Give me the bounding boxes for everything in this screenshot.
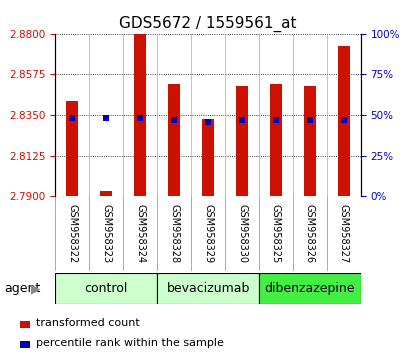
Bar: [258, 273, 360, 304]
Bar: [157, 273, 258, 304]
Point: [103, 115, 109, 121]
Point: [137, 115, 143, 121]
Text: dibenzazepine: dibenzazepine: [264, 282, 354, 295]
Point: [340, 117, 346, 123]
Text: GSM958324: GSM958324: [135, 204, 145, 263]
Point: [69, 115, 75, 121]
Bar: [100, 191, 112, 196]
Bar: [20, 321, 30, 329]
Point: [204, 119, 211, 124]
Point: [171, 117, 177, 123]
Bar: [55, 273, 157, 304]
Text: GSM958323: GSM958323: [101, 204, 111, 263]
Point: [238, 117, 245, 123]
Bar: [20, 341, 30, 348]
Text: control: control: [84, 282, 128, 295]
Text: GSM958329: GSM958329: [202, 204, 213, 263]
Bar: [66, 101, 78, 196]
Point: [272, 117, 279, 123]
Point: [306, 117, 312, 123]
Text: GSM958326: GSM958326: [304, 204, 314, 263]
Text: percentile rank within the sample: percentile rank within the sample: [36, 338, 223, 348]
Text: GSM958322: GSM958322: [67, 204, 77, 263]
Text: GSM958327: GSM958327: [338, 204, 348, 263]
Text: agent: agent: [4, 282, 40, 295]
Text: ▶: ▶: [31, 282, 40, 295]
Bar: [168, 84, 180, 196]
Bar: [303, 86, 315, 196]
Bar: [202, 119, 213, 196]
Text: GSM958325: GSM958325: [270, 204, 280, 263]
Title: GDS5672 / 1559561_at: GDS5672 / 1559561_at: [119, 16, 296, 32]
Bar: [236, 86, 247, 196]
Text: GSM958330: GSM958330: [236, 204, 246, 263]
Text: bevacizumab: bevacizumab: [166, 282, 249, 295]
Bar: [337, 46, 349, 196]
Bar: [134, 34, 146, 196]
Text: GSM958328: GSM958328: [169, 204, 179, 263]
Text: transformed count: transformed count: [36, 318, 139, 328]
Bar: [270, 84, 281, 196]
